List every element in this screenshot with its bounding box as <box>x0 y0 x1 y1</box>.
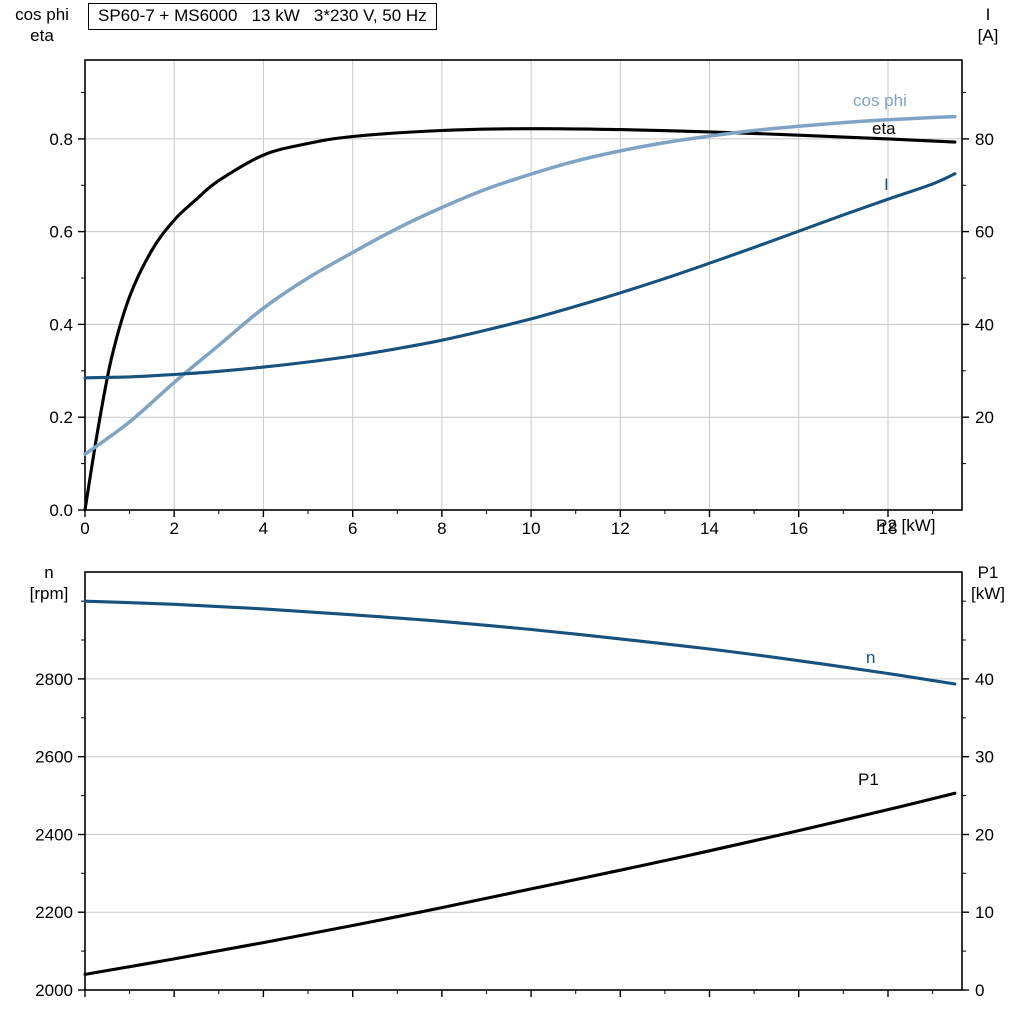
y-right-tick-label: 20 <box>975 826 994 845</box>
curve-n <box>83 599 957 686</box>
y-left-tick-label: 0.0 <box>49 501 73 520</box>
y-right-tick-label: 20 <box>975 408 994 427</box>
axis-title-p1: P1 <box>977 563 999 582</box>
curve-P1 <box>83 791 957 976</box>
top-left-axis-title: cos phi eta <box>4 4 80 46</box>
axis-title-p1-unit: [kW] <box>971 584 1005 603</box>
y-right-tick-label: 80 <box>975 130 994 149</box>
bottom-right-axis-title: P1 [kW] <box>956 562 1020 604</box>
bottom-left-axis-title: n [rpm] <box>14 562 84 604</box>
axis-title-current: I <box>985 5 991 24</box>
curve-label-current: I <box>884 175 889 194</box>
y-right-tick-label: 40 <box>975 670 994 689</box>
curve-label-eta: eta <box>872 119 896 138</box>
plot-frame <box>84 571 963 991</box>
bottom-chart-panel: 2000 2200 2400 2600 2800 0 10 20 30 40 <box>35 571 994 1000</box>
top-right-axis-title: I [A] <box>958 4 1018 46</box>
y-left-tick-label: 2000 <box>35 981 73 1000</box>
curve-label-cos-phi: cos phi <box>853 91 907 110</box>
y-right-tick-label: 0 <box>975 981 984 1000</box>
x-tick-label: 0 <box>80 519 89 538</box>
x-tick-label: 14 <box>700 519 719 538</box>
y-left-tick-label: 2400 <box>35 826 73 845</box>
y-right-tick-label: 30 <box>975 748 994 767</box>
x-tick-label: 4 <box>259 519 268 538</box>
x-tick-label: 16 <box>789 519 808 538</box>
x-tick-label: 10 <box>522 519 541 538</box>
y-left-tick-label: 2200 <box>35 903 73 922</box>
y-left-tick-label: 0.4 <box>49 315 73 334</box>
y-right-tick-label: 60 <box>975 223 994 242</box>
x-tick-label: 12 <box>611 519 630 538</box>
x-tick-label: 18 <box>879 519 898 538</box>
axis-title-speed: n <box>44 563 54 582</box>
axis-title-cos-phi: cos phi <box>15 5 69 24</box>
axis-title-eta: eta <box>30 26 54 45</box>
y-left-tick-label: 0.8 <box>49 130 73 149</box>
y-left-tick-label: 0.2 <box>49 408 73 427</box>
axis-title-speed-unit: [rpm] <box>29 584 69 603</box>
plot-frame <box>84 59 963 511</box>
curve-cos-phi <box>83 114 957 457</box>
chart-title: SP60-7 + MS6000 13 kW 3*230 V, 50 Hz <box>88 3 437 30</box>
y-left-tick-label: 2600 <box>35 748 73 767</box>
y-right-tick-label: 10 <box>975 903 994 922</box>
y-left-tick-label: 0.6 <box>49 223 73 242</box>
y-right-tick-label: 40 <box>975 315 994 334</box>
x-axis-label: P2 [kW] <box>876 516 936 535</box>
y-left-tick-label: 2800 <box>35 670 73 689</box>
top-chart-panel: 0 2 4 6 8 10 12 14 16 18 0.0 0.2 0.4 0.6 0.8 20 40 60 80 <box>49 59 994 538</box>
x-tick-label: 2 <box>169 519 178 538</box>
curve-eta <box>83 127 957 512</box>
x-tick-label: 8 <box>437 519 446 538</box>
x-tick-label: 6 <box>348 519 357 538</box>
curve-I <box>83 172 957 380</box>
axis-title-current-unit: [A] <box>977 26 999 45</box>
curve-label-p1: P1 <box>858 770 879 789</box>
curve-label-speed: n <box>866 648 876 667</box>
